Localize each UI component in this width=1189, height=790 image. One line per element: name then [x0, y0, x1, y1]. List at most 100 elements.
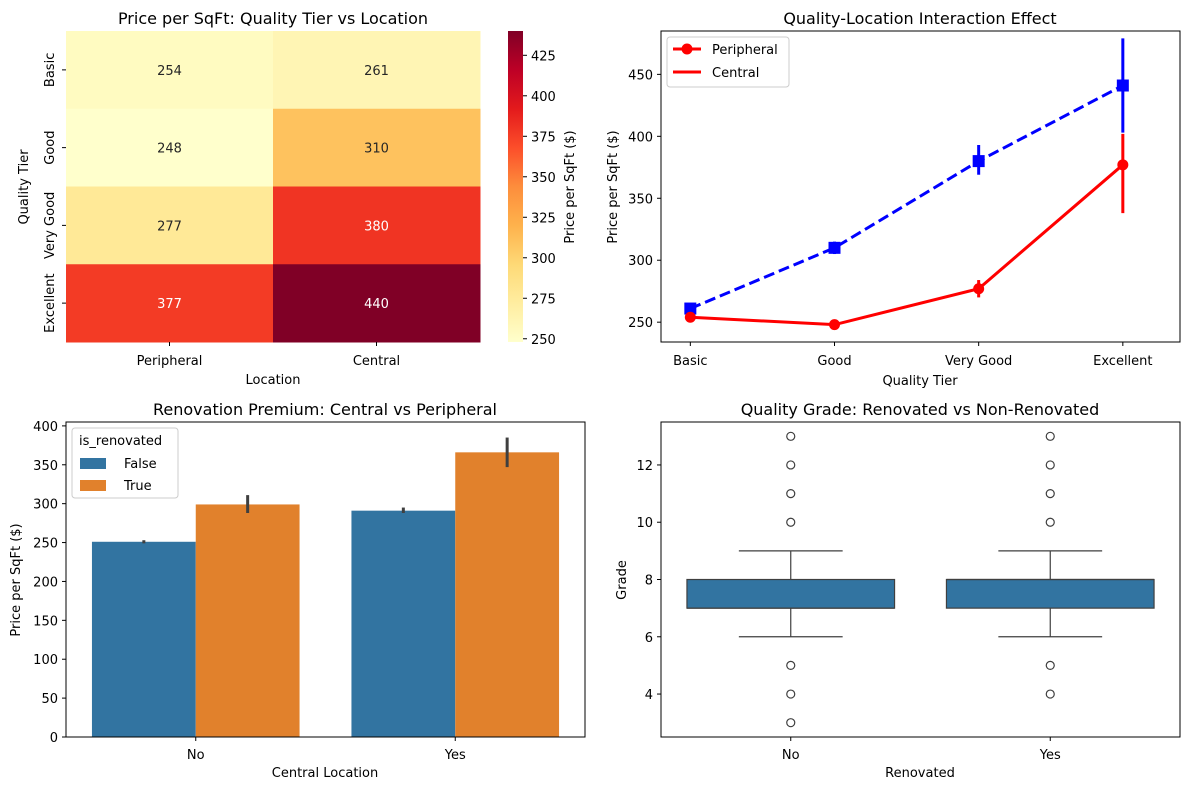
bar-yes-false — [351, 510, 456, 737]
colorbar-tick-250: 250 — [531, 333, 556, 348]
heatmap-title: Price per SqFt: Quality Tier vs Location — [118, 9, 428, 28]
heatmap-value-basic-central: 261 — [364, 64, 389, 79]
box-boxes — [686, 431, 1155, 728]
marker-central-very-good — [972, 155, 985, 168]
bar-y-tick-150: 150 — [33, 614, 58, 629]
bar-x-tick-yes: Yes — [444, 748, 466, 763]
interaction-y-tick-250: 250 — [628, 316, 653, 331]
colorbar-tick-300: 300 — [531, 252, 556, 267]
bar-y-tick-0: 0 — [50, 731, 58, 746]
box-y-ticks: 4 6 8 10 12 — [636, 459, 661, 703]
bar-no-true — [195, 504, 300, 737]
heatmap-value-basic-peripheral: 254 — [157, 64, 182, 79]
box-y-tick-8: 8 — [645, 574, 653, 589]
heatmap-value-good-peripheral: 248 — [157, 142, 182, 157]
box-iqr-no — [686, 578, 896, 609]
grade-box-panel: Quality Grade: Renovated vs Non-Renovate… — [615, 400, 1181, 781]
colorbar-tick-325: 325 — [531, 211, 556, 226]
colorbar-tick-425: 425 — [531, 49, 556, 64]
bar-y-tick-300: 300 — [33, 498, 58, 513]
heatmap-x-ticks: Peripheral Central — [137, 342, 400, 369]
box-x-tick-no: No — [782, 748, 800, 763]
box-outlier-yes-5 — [1045, 660, 1055, 671]
legend-true-label: True — [123, 479, 152, 494]
interaction-x-tick-basic: Basic — [673, 354, 707, 369]
colorbar-ticks: 250 275 300 325 350 375 400 425 — [523, 49, 556, 348]
interaction-panel: Quality-Location Interaction Effect 250 3… — [606, 9, 1181, 389]
box-outlier-yes-12 — [1045, 460, 1055, 470]
bar-no-false — [91, 541, 196, 737]
box-outlier-yes-4 — [1045, 689, 1055, 699]
bar-legend-title: is_renovated — [79, 434, 162, 449]
legend-central-label: Central — [712, 66, 759, 81]
bar-y-tick-200: 200 — [33, 575, 58, 590]
heatmap-value-very-good-peripheral: 277 — [157, 219, 182, 234]
heatmap-panel: Price per SqFt: Quality Tier vs Location… — [17, 9, 578, 388]
heatmap-cells: 254 261 248 310 277 380 377 440 — [66, 31, 481, 343]
heatmap-y-tick-basic: Basic — [43, 53, 58, 87]
box-title: Quality Grade: Renovated vs Non-Renovate… — [741, 400, 1100, 419]
interaction-x-tick-excellent: Excellent — [1093, 354, 1152, 369]
heatmap-value-excellent-peripheral: 377 — [157, 297, 182, 312]
box-outlier-yes-10 — [1045, 517, 1055, 527]
heatmap-cell-good-peripheral — [66, 108, 274, 187]
box-x-tick-yes: Yes — [1039, 748, 1061, 763]
bar-y-label: Price per SqFt ($) — [9, 523, 24, 636]
heatmap-cell-good-central — [273, 108, 481, 187]
bar-axes-frame — [65, 421, 586, 738]
interaction-y-tick-300: 300 — [628, 254, 653, 269]
box-outlier-no-12 — [786, 460, 796, 470]
bar-y-tick-250: 250 — [33, 537, 58, 552]
bar-yes-true — [455, 452, 560, 737]
box-outlier-yes-11 — [1045, 488, 1055, 499]
heatmap-x-label: Location — [246, 373, 301, 388]
colorbar-tick-275: 275 — [531, 292, 556, 307]
marker-central-excellent — [1116, 79, 1129, 92]
heatmap-x-tick-peripheral: Peripheral — [137, 354, 203, 369]
box-y-tick-12: 12 — [636, 459, 653, 474]
interaction-x-tick-good: Good — [817, 354, 851, 369]
heatmap-value-good-central: 310 — [364, 142, 389, 157]
interaction-y-label: Price per SqFt ($) — [606, 130, 621, 243]
series-line-peripheral — [690, 163, 1124, 327]
bar-x-tick-no: No — [187, 748, 205, 763]
interaction-y-ticks: 250 300 350 400 450 — [628, 68, 661, 331]
bar-y-tick-50: 50 — [41, 692, 58, 707]
heatmap-y-label: Quality Tier — [17, 149, 32, 225]
legend-false-swatch — [80, 458, 106, 469]
bar-title: Renovation Premium: Central vs Periphera… — [153, 400, 497, 419]
heatmap-cell-excellent-central — [273, 264, 481, 343]
colorbar-tick-375: 375 — [531, 130, 556, 145]
legend-peripheral-marker — [681, 43, 693, 55]
series-line-central — [689, 84, 1124, 310]
renovation-bar-panel: Renovation Premium: Central vs Periphera… — [9, 400, 586, 781]
box-outlier-yes-13 — [1045, 431, 1055, 441]
interaction-title: Quality-Location Interaction Effect — [783, 9, 1056, 28]
heatmap-cell-basic-central — [273, 31, 481, 110]
heatmap-value-very-good-central: 380 — [364, 219, 389, 234]
box-outlier-no-11 — [786, 488, 796, 499]
marker-peripheral-very-good — [973, 283, 985, 295]
interaction-y-tick-400: 400 — [628, 130, 653, 145]
marker-peripheral-basic — [684, 311, 696, 323]
box-y-label: Grade — [615, 560, 630, 600]
interaction-legend: Peripheral Central — [666, 36, 790, 88]
bar-bars — [91, 437, 560, 737]
legend-true-swatch — [80, 480, 106, 491]
interaction-x-ticks: Basic Good Very Good Excellent — [673, 342, 1153, 369]
heatmap-cell-very-good-peripheral — [66, 186, 274, 265]
heatmap-x-tick-central: Central — [353, 354, 400, 369]
legend-peripheral-label: Peripheral — [712, 43, 778, 58]
interaction-y-tick-450: 450 — [628, 68, 653, 83]
bar-y-tick-100: 100 — [33, 653, 58, 668]
bar-y-tick-350: 350 — [33, 459, 58, 474]
marker-central-basic — [684, 302, 697, 315]
box-y-tick-6: 6 — [645, 631, 653, 646]
box-x-label: Renovated — [885, 766, 955, 781]
heatmap-y-tick-excellent: Excellent — [43, 273, 58, 332]
heatmap-y-tick-very-good: Very Good — [43, 192, 58, 259]
bar-x-ticks: No Yes — [187, 737, 466, 763]
box-outlier-no-13 — [786, 431, 796, 441]
box-outlier-no-5 — [786, 660, 796, 671]
